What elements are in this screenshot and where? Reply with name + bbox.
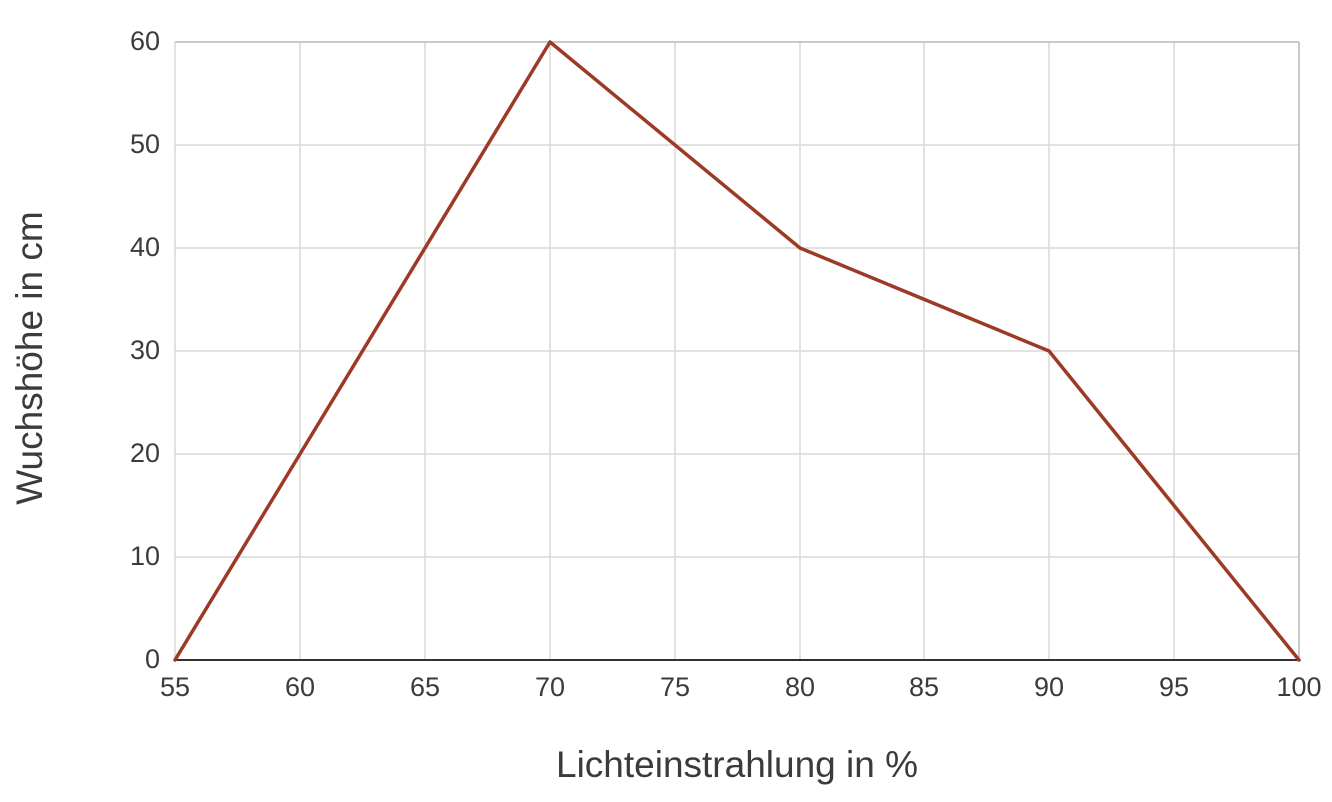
svg-text:75: 75: [660, 672, 690, 702]
svg-text:100: 100: [1276, 672, 1321, 702]
svg-text:30: 30: [130, 335, 160, 365]
svg-text:10: 10: [130, 541, 160, 571]
svg-text:85: 85: [909, 672, 939, 702]
svg-text:65: 65: [410, 672, 440, 702]
svg-text:95: 95: [1159, 672, 1189, 702]
svg-text:55: 55: [160, 672, 190, 702]
svg-text:0: 0: [145, 644, 160, 674]
svg-text:80: 80: [785, 672, 815, 702]
svg-text:50: 50: [130, 129, 160, 159]
svg-text:20: 20: [130, 438, 160, 468]
svg-text:60: 60: [285, 672, 315, 702]
svg-text:60: 60: [130, 26, 160, 56]
svg-text:40: 40: [130, 232, 160, 262]
svg-text:70: 70: [535, 672, 565, 702]
svg-text:90: 90: [1034, 672, 1064, 702]
